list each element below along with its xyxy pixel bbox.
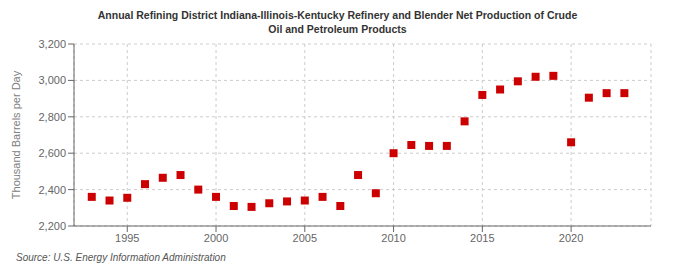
svg-text:3,200: 3,200 — [38, 38, 66, 50]
svg-text:2015: 2015 — [470, 232, 494, 244]
svg-text:3,000: 3,000 — [38, 74, 66, 86]
svg-text:2,400: 2,400 — [38, 184, 66, 196]
svg-text:2005: 2005 — [293, 232, 317, 244]
svg-text:2,600: 2,600 — [38, 147, 66, 159]
svg-text:1995: 1995 — [115, 232, 139, 244]
html-text:Source: U.S. Energy Informatio: Source: U.S. Energy Information Administ… — [16, 252, 226, 263]
html-text:Annual Refining District India: Annual Refining District Indiana-Illinoi… — [97, 9, 578, 21]
html-text:Oil and Petroleum Products: Oil and Petroleum Products — [268, 23, 407, 35]
svg-text:2010: 2010 — [381, 232, 405, 244]
svg-text:2,800: 2,800 — [38, 111, 66, 123]
svg-text:2,200: 2,200 — [38, 220, 66, 232]
svg-text:2020: 2020 — [559, 232, 583, 244]
svg-text:Thousand Barrels per Day: Thousand Barrels per Day — [10, 70, 22, 199]
svg-text:2000: 2000 — [204, 232, 228, 244]
